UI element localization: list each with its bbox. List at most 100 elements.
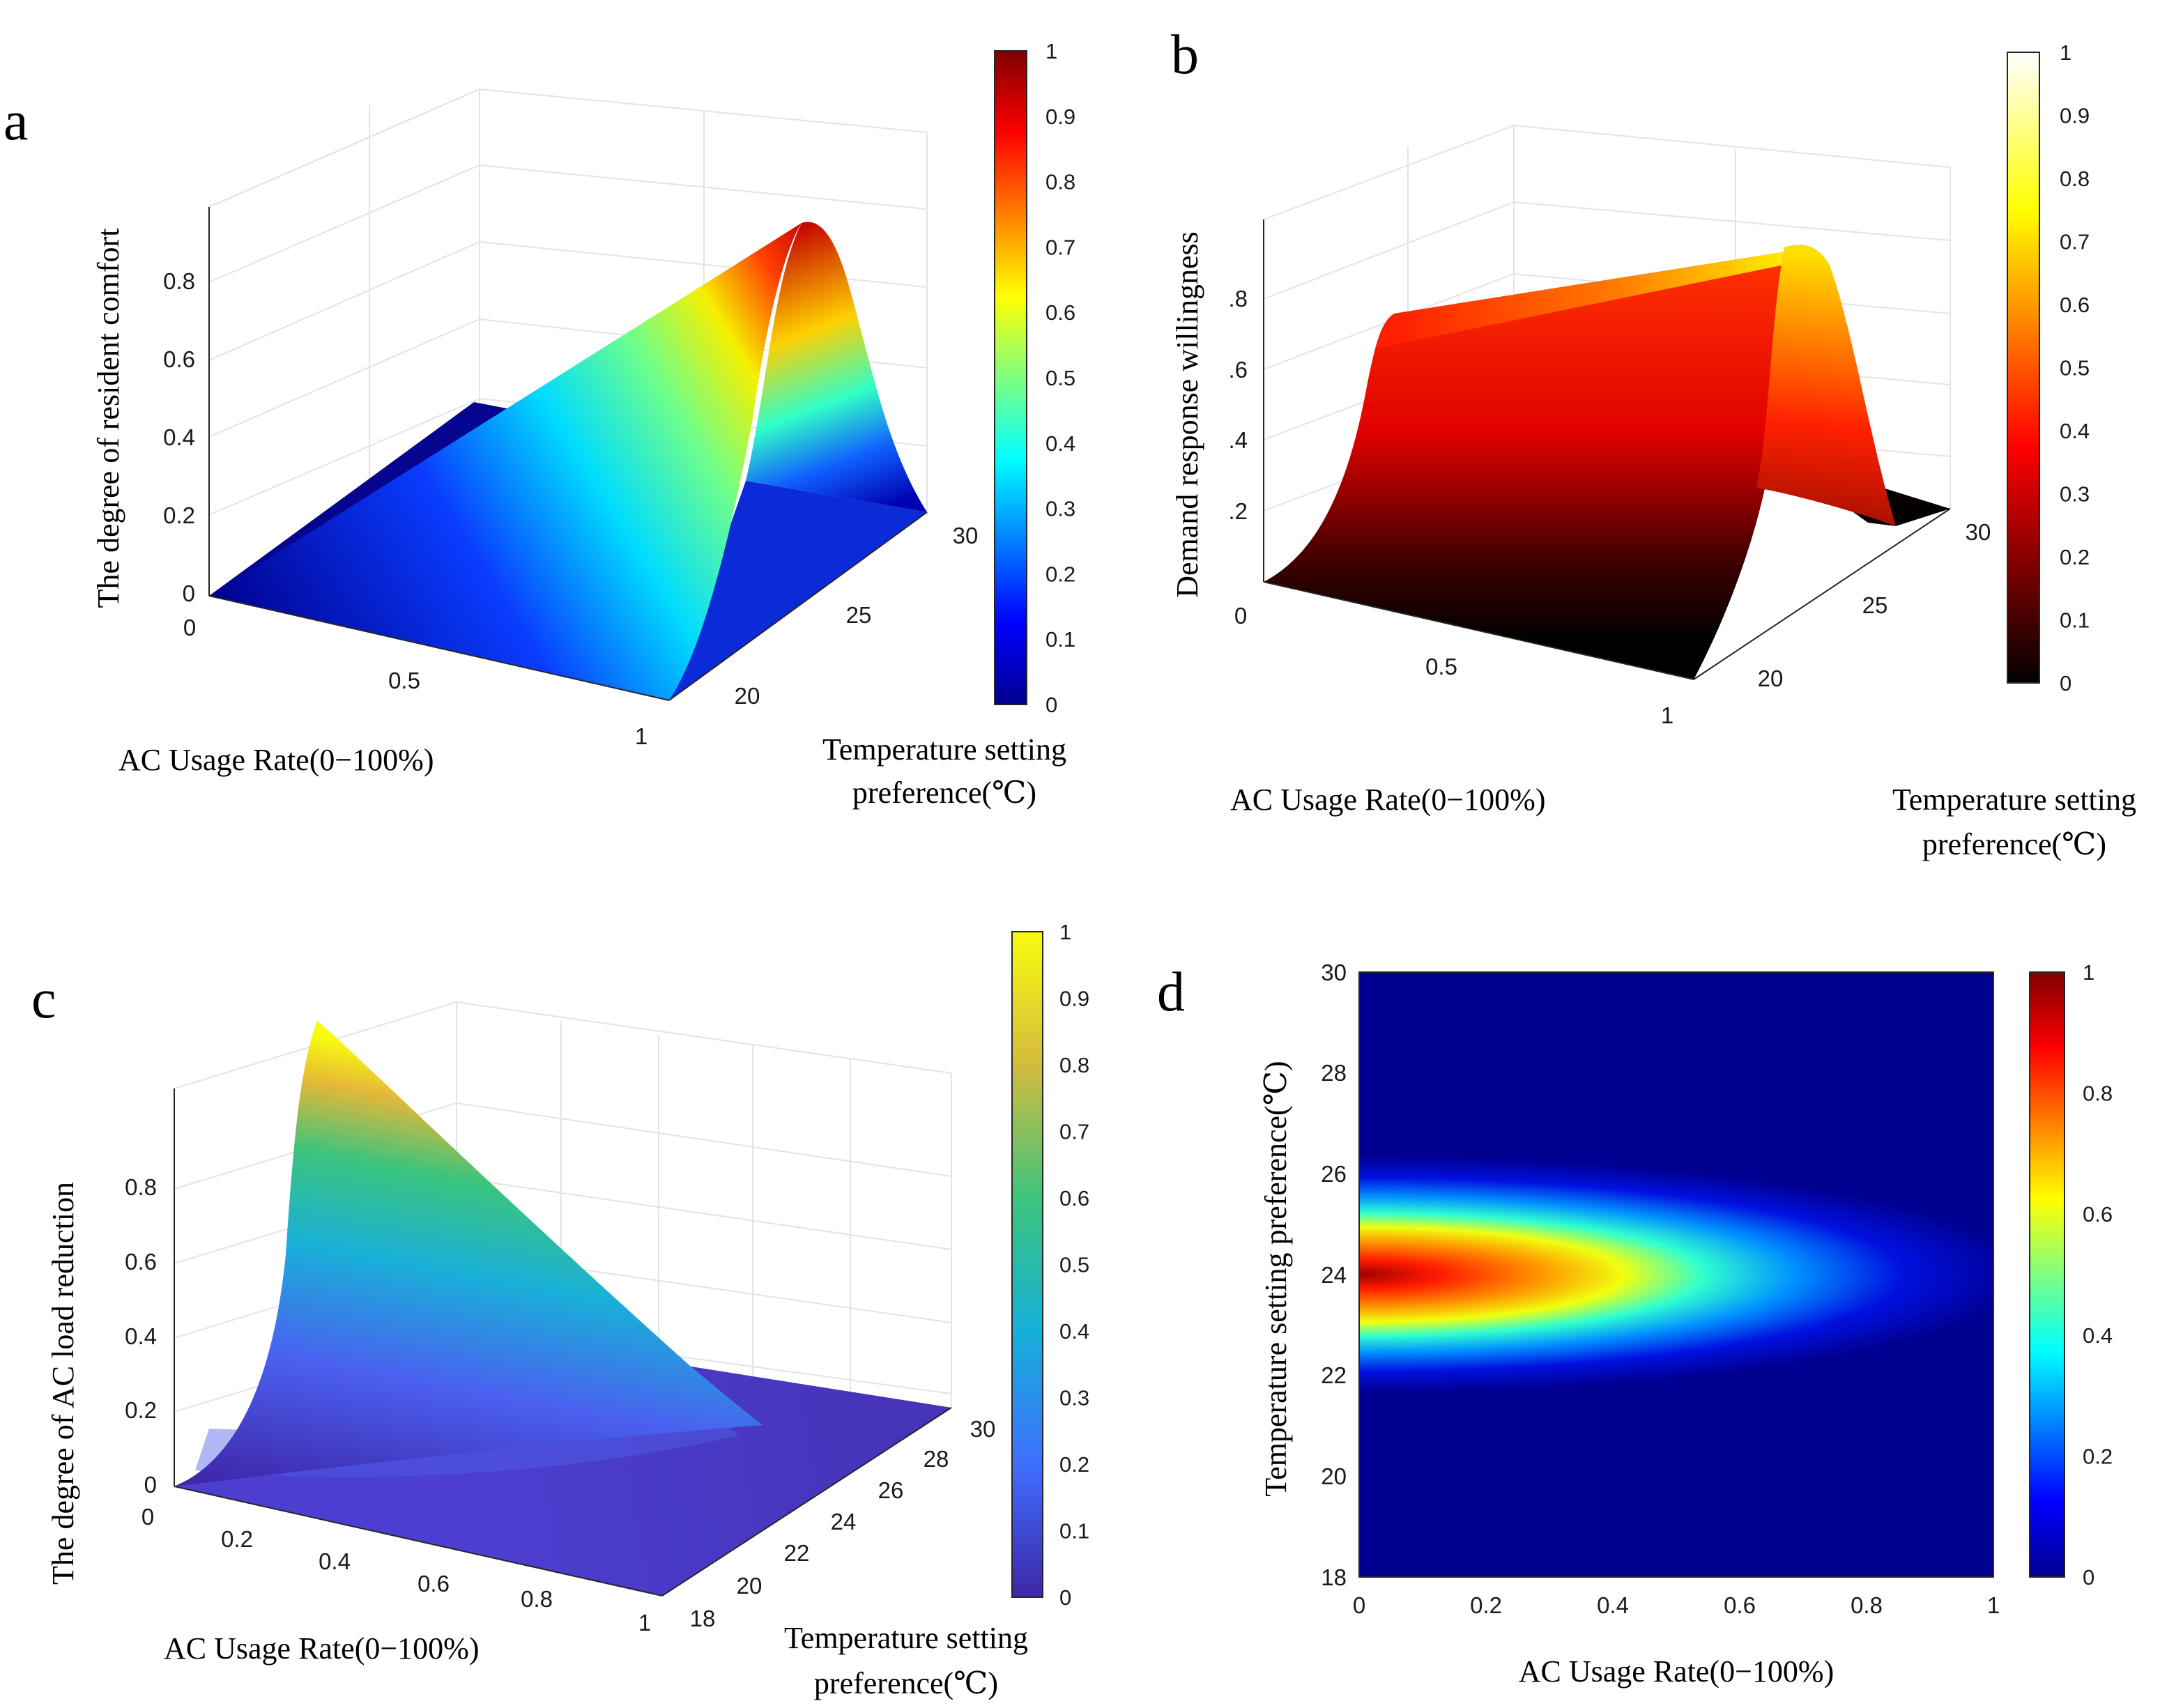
colorbar-tick-label: 0.5 (1059, 1253, 1089, 1277)
y-tick: 20 (1321, 1463, 1347, 1489)
y-tick: 20 (1758, 665, 1784, 691)
colorbar-tick-label: 0.8 (1059, 1053, 1089, 1077)
y-tick: 22 (784, 1540, 810, 1566)
x-tick: 0.5 (388, 668, 420, 693)
y-tick: 24 (831, 1509, 857, 1534)
panel-b-axes (1263, 220, 1951, 680)
colorbar-tick-label: 0.1 (1045, 627, 1075, 652)
y-tick: 20 (737, 1573, 763, 1599)
colorbar-tick-label: 1 (2060, 40, 2071, 65)
panel-a-ylabel-1: Temperature setting (822, 732, 1066, 767)
panel-a-ylabel-2: preference(℃) (852, 776, 1036, 810)
y-tick: 18 (690, 1606, 716, 1631)
colorbar-tick-label: 0.6 (1059, 1186, 1089, 1210)
panel-d-plot-frame (1358, 971, 1994, 1578)
colorbar (2007, 52, 2040, 684)
panel-d-y-ticks: 18 20 22 24 26 28 30 (1321, 960, 1347, 1590)
colorbar-tick-label: 0 (1059, 1585, 1071, 1610)
x-tick: 0.5 (1425, 654, 1457, 679)
panel-a-axes (208, 207, 928, 701)
z-tick: 0.2 (163, 502, 195, 528)
colorbar-tick-label: 0.7 (2060, 230, 2090, 254)
colorbar-tick-label: 0.6 (1045, 300, 1075, 325)
y-tick: 26 (1321, 1161, 1347, 1187)
colorbar (2029, 971, 2065, 1578)
colorbar-tick-label: 0.3 (1045, 497, 1075, 521)
colorbar-tick-label: 0.4 (1059, 1319, 1089, 1344)
colorbar-tick-label: 0.6 (2083, 1202, 2113, 1226)
panel-b-ylabel-2: preference(℃) (1922, 827, 2106, 861)
panel-c-label: c (31, 969, 56, 1030)
colorbar-tick-label: 0 (1045, 693, 1057, 717)
panel-b-x-ticks: 0 0.5 1 (1234, 603, 1673, 728)
colorbar-tick-label: 0.1 (1059, 1519, 1089, 1544)
panel-a-surface (209, 222, 927, 700)
y-tick: 30 (953, 523, 979, 548)
panel-a-y-ticks: 20 25 30 (735, 523, 979, 709)
x-tick: 0 (1234, 603, 1247, 629)
panel-a: a 0 (3, 50, 1066, 810)
y-tick: 18 (1321, 1564, 1347, 1590)
z-tick: 0.6 (163, 346, 195, 372)
colorbar-tick-label: 0.2 (2083, 1444, 2113, 1468)
colorbar-tick-label: 0.8 (1045, 170, 1075, 194)
colorbar-tick-label: 0.8 (2083, 1082, 2113, 1106)
panel-b-colorbar (2007, 52, 2040, 684)
y-tick: 20 (735, 683, 760, 709)
x-tick: 1 (1661, 702, 1673, 728)
panel-c-ylabel-1: Temperature setting (784, 1621, 1028, 1655)
panel-c-z-ticks: 0 0.2 0.4 0.6 0.8 (125, 1174, 157, 1498)
panel-a-colorbar (994, 50, 1027, 705)
y-tick: 28 (1321, 1060, 1347, 1086)
colorbar-tick-label: 0.9 (1045, 105, 1075, 129)
colorbar-tick-label: 0.3 (1059, 1386, 1089, 1410)
panel-d-label: d (1157, 962, 1185, 1023)
x-tick: 0 (183, 615, 196, 640)
y-tick: 30 (1321, 960, 1347, 985)
panel-a-label: a (3, 91, 29, 152)
z-tick: 0.8 (163, 268, 195, 294)
z-tick: 0 (144, 1472, 157, 1498)
panel-d-ylabel: Temperature setting preference(℃) (1259, 1061, 1293, 1496)
colorbar-tick-label: 0.1 (2060, 608, 2090, 633)
panel-b-xlabel: AC Usage Rate(0−100%) (1230, 783, 1545, 817)
y-tick: 22 (1321, 1362, 1347, 1388)
panel-a-xlabel: AC Usage Rate(0−100%) (118, 743, 434, 777)
x-tick: 0.6 (1724, 1592, 1756, 1618)
x-tick: 1 (635, 723, 648, 749)
y-tick: 28 (924, 1446, 949, 1472)
colorbar-tick-label: 1 (2083, 960, 2094, 985)
panel-c-ylabel-2: preference(℃) (814, 1666, 998, 1700)
panel-c-xlabel: AC Usage Rate(0−100%) (164, 1631, 479, 1665)
panel-a-zlabel: The degree of resident comfort (91, 229, 125, 608)
z-tick: .8 (1228, 286, 1248, 311)
colorbar-tick-label: 1 (1059, 920, 1071, 944)
panel-c-colorbar (1011, 931, 1043, 1598)
x-tick: 0 (141, 1504, 154, 1530)
x-tick: 0.2 (1470, 1592, 1502, 1618)
z-tick: 0.4 (163, 424, 195, 450)
panel-d-x-ticks: 0 0.2 0.4 0.6 0.8 1 (1353, 1592, 2000, 1618)
panel-b-ylabel-1: Temperature setting (1892, 783, 2136, 817)
panel-c-x-ticks: 0 0.2 0.4 0.6 0.8 1 (141, 1504, 651, 1636)
y-tick: 25 (846, 602, 872, 628)
z-tick: 0.8 (125, 1174, 157, 1200)
colorbar (1011, 931, 1043, 1598)
z-tick: .4 (1228, 427, 1248, 453)
colorbar-tick-label: 0.2 (2060, 545, 2090, 569)
z-tick: 0.4 (125, 1323, 157, 1349)
panel-c-zlabel: The degree of AC load reduction (46, 1182, 80, 1585)
panel-a-z-ticks: 0 0.2 0.4 0.6 0.8 (163, 268, 195, 606)
x-tick: 0.6 (418, 1571, 450, 1597)
panel-c-surface (174, 1021, 951, 1596)
z-tick: 0.2 (125, 1397, 157, 1423)
colorbar-tick-label: 0.4 (2083, 1323, 2113, 1348)
colorbar-tick-label: 0.3 (2060, 482, 2090, 507)
panel-b-label: b (1171, 24, 1199, 86)
colorbar-tick-label: 0.5 (1045, 366, 1075, 390)
z-tick: .2 (1228, 498, 1248, 524)
panel-d-heatmap (1359, 972, 1993, 1577)
y-tick: 26 (878, 1477, 904, 1503)
panel-c-axes (174, 1088, 952, 1597)
